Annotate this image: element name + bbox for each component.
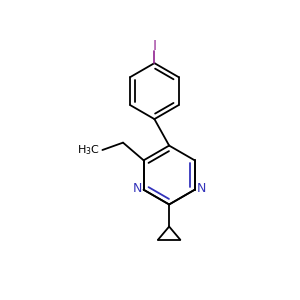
Text: N: N: [196, 182, 206, 195]
Text: N: N: [133, 182, 142, 195]
Text: H$_3$C: H$_3$C: [76, 143, 100, 157]
Text: I: I: [152, 39, 156, 53]
